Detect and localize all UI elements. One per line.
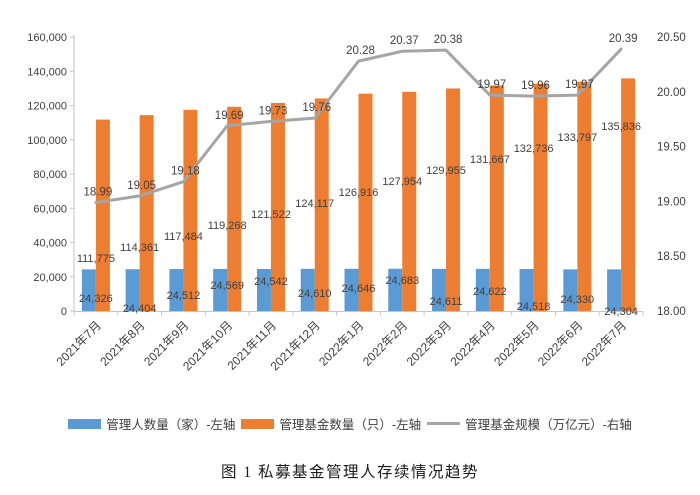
svg-text:20.28: 20.28 (346, 45, 375, 57)
left-axis-labels: 0 20,000 40,000 60,000 80,000 100,000 120,000 1… (27, 32, 67, 318)
svg-text:19.73: 19.73 (259, 105, 288, 117)
svg-text:114,361: 114,361 (120, 242, 159, 254)
svg-text:121,522: 121,522 (251, 209, 291, 221)
right-axis-labels: 18.00 18.50 19.00 19.50 20.00 20.50 (657, 32, 686, 318)
svg-text:132,736: 132,736 (514, 143, 554, 155)
svg-text:19.69: 19.69 (215, 110, 244, 122)
svg-text:124,117: 124,117 (295, 198, 334, 210)
svg-text:20.38: 20.38 (434, 34, 463, 46)
svg-text:19.96: 19.96 (521, 80, 550, 92)
svg-text:127,954: 127,954 (382, 176, 422, 188)
svg-text:18.99: 18.99 (83, 186, 112, 198)
svg-text:24,330: 24,330 (561, 294, 595, 306)
axes (70, 35, 644, 316)
svg-text:20.37: 20.37 (390, 35, 419, 47)
bar-series-funds (95, 78, 636, 312)
svg-text:126,916: 126,916 (339, 187, 379, 199)
svg-text:2022年5月: 2022年5月 (491, 318, 541, 368)
orange-bar-swatch (241, 418, 275, 429)
svg-text:119,268: 119,268 (208, 220, 247, 232)
svg-text:117,484: 117,484 (164, 231, 203, 243)
svg-text:24,518: 24,518 (517, 301, 551, 313)
svg-text:2022年3月: 2022年3月 (404, 318, 454, 368)
blue-bar-swatch (68, 418, 102, 429)
svg-text:160,000: 160,000 (27, 32, 67, 44)
x-axis-labels: 2021年7月2021年8月2021年9月2021年10月2021年11月202… (54, 318, 630, 373)
gray-line-swatch (427, 422, 461, 425)
svg-text:2021年8月: 2021年8月 (97, 318, 147, 368)
data-labels: 24,326 24,404 24,512 24,569 24,542 24,610 24,6… (77, 33, 641, 318)
svg-text:140,000: 140,000 (27, 66, 67, 78)
svg-text:20.00: 20.00 (657, 87, 686, 99)
svg-text:19.05: 19.05 (127, 180, 156, 192)
svg-text:24,542: 24,542 (254, 276, 288, 288)
svg-text:2021年7月: 2021年7月 (54, 318, 104, 368)
legend-label-managers: 管理人数量（家）-左轴 (106, 418, 236, 432)
svg-text:20.50: 20.50 (657, 32, 686, 44)
legend-item-funds: 管理基金数量（只）-左轴 (241, 414, 421, 433)
svg-text:2022年6月: 2022年6月 (535, 318, 585, 368)
svg-text:0: 0 (61, 306, 67, 318)
svg-text:18.00: 18.00 (657, 306, 686, 318)
svg-text:20,000: 20,000 (33, 272, 67, 284)
svg-text:133,797: 133,797 (557, 132, 597, 144)
svg-text:24,610: 24,610 (298, 288, 332, 300)
svg-text:24,646: 24,646 (342, 283, 376, 295)
legend-label-funds: 管理基金数量（只）-左轴 (279, 418, 422, 432)
svg-text:131,667: 131,667 (470, 154, 510, 166)
svg-text:129,955: 129,955 (426, 165, 466, 177)
legend-item-scale: 管理基金规模（万亿元）-右轴 (427, 414, 632, 433)
legend-label-scale: 管理基金规模（万亿元）-右轴 (465, 418, 632, 432)
svg-text:111,775: 111,775 (77, 253, 115, 265)
svg-text:19.50: 19.50 (657, 142, 686, 154)
svg-text:24,569: 24,569 (210, 280, 244, 292)
svg-text:135,836: 135,836 (601, 121, 641, 133)
bar-series-managers (81, 268, 622, 311)
svg-text:24,683: 24,683 (385, 275, 419, 287)
svg-text:80,000: 80,000 (33, 169, 67, 181)
svg-text:2022年7月: 2022年7月 (579, 318, 629, 368)
svg-text:18.50: 18.50 (657, 251, 686, 263)
svg-text:19.76: 19.76 (302, 102, 331, 114)
svg-text:2022年2月: 2022年2月 (360, 318, 410, 368)
svg-text:40,000: 40,000 (33, 238, 67, 250)
svg-text:2022年1月: 2022年1月 (316, 318, 366, 368)
line-series-scale (94, 47, 623, 204)
svg-text:24,304: 24,304 (604, 306, 638, 318)
figure-caption: 图 1 私募基金管理人存续情况趋势 (220, 464, 479, 481)
svg-text:19.00: 19.00 (657, 196, 686, 208)
svg-text:24,622: 24,622 (473, 286, 507, 298)
chart-legend: 管理人数量（家）-左轴 管理基金数量（只）-左轴 管理基金规模（万亿元）-右轴 (0, 414, 700, 433)
svg-text:60,000: 60,000 (33, 203, 67, 215)
svg-text:19.97: 19.97 (477, 79, 506, 91)
svg-text:19.18: 19.18 (171, 166, 200, 178)
svg-text:24,326: 24,326 (79, 293, 113, 305)
svg-text:24,611: 24,611 (430, 296, 463, 308)
svg-text:24,512: 24,512 (167, 290, 201, 302)
legend-item-managers: 管理人数量（家）-左轴 (68, 414, 235, 433)
combo-chart: 0 20,000 40,000 60,000 80,000 100,000 120,000 1… (27, 32, 686, 373)
svg-text:2022年4月: 2022年4月 (447, 318, 497, 368)
svg-text:20.39: 20.39 (609, 33, 638, 45)
svg-text:19.97: 19.97 (565, 79, 594, 91)
svg-text:100,000: 100,000 (27, 135, 67, 147)
svg-text:120,000: 120,000 (27, 101, 67, 113)
svg-text:24,404: 24,404 (123, 303, 157, 315)
